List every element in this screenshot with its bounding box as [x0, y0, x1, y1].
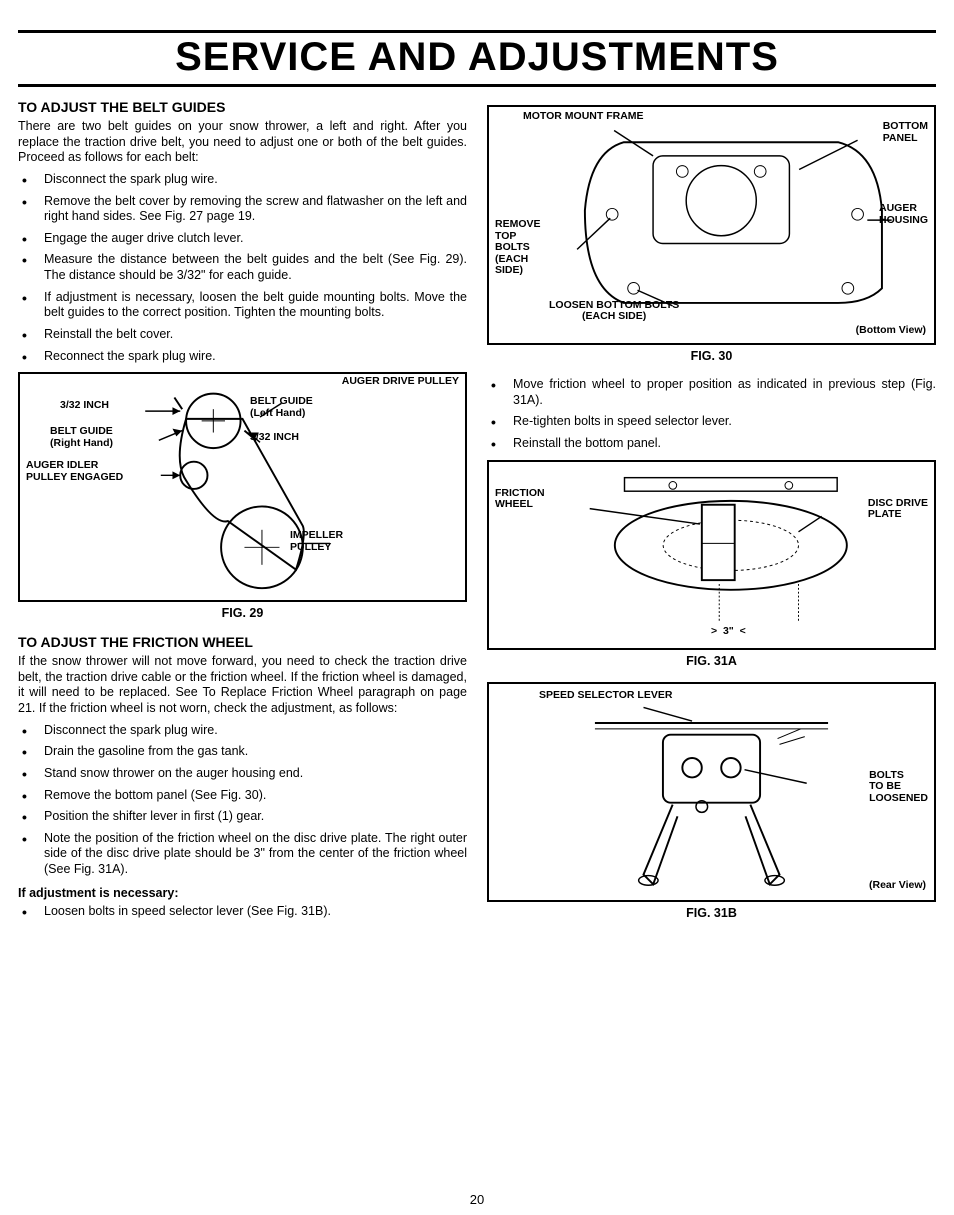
list-item: Drain the gasoline from the gas tank. [18, 744, 467, 760]
label-auger-housing: AUGER HOUSING [879, 203, 928, 226]
fig30-caption: FIG. 30 [487, 349, 936, 363]
page-number: 20 [0, 1192, 954, 1207]
label-332-b: 3/32 INCH [250, 432, 299, 444]
label-motor-mount: MOTOR MOUNT FRAME [523, 111, 644, 123]
list-item: Disconnect the spark plug wire. [18, 723, 467, 739]
fig31a-caption: FIG. 31A [487, 654, 936, 668]
label-disc-drive: DISC DRIVE PLATE [868, 498, 928, 521]
heading-friction-wheel: TO ADJUST THE FRICTION WHEEL [18, 634, 467, 650]
label-bottom-panel: BOTTOM PANEL [883, 121, 928, 144]
list-item: Move friction wheel to proper position a… [487, 377, 936, 408]
friction-steps-list: Disconnect the spark plug wire. Drain th… [18, 723, 467, 878]
right-column: MOTOR MOUNT FRAME BOTTOM PANEL REMOVE TO… [487, 99, 936, 934]
page-title: SERVICE AND ADJUSTMENTS [18, 35, 936, 80]
left-column: TO ADJUST THE BELT GUIDES There are two … [18, 99, 467, 934]
figure-30: MOTOR MOUNT FRAME BOTTOM PANEL REMOVE TO… [487, 105, 936, 345]
list-item: Stand snow thrower on the auger housing … [18, 766, 467, 782]
para-friction-intro: If the snow thrower will not move forwar… [18, 654, 467, 717]
label-3in: > 3" < [711, 626, 746, 638]
list-item: Loosen bolts in speed selector lever (Se… [18, 904, 467, 920]
list-item: Position the shifter lever in first (1) … [18, 809, 467, 825]
list-item: Reinstall the bottom panel. [487, 436, 936, 452]
figure-31a: FRICTION WHEEL DISC DRIVE PLATE > 3" < [487, 460, 936, 650]
label-auger-drive-pulley: AUGER DRIVE PULLEY [342, 376, 459, 388]
fig31b-diagram [495, 690, 928, 894]
label-loosen-bottom: LOOSEN BOTTOM BOLTS (EACH SIDE) [549, 300, 679, 323]
para-belt-intro: There are two belt guides on your snow t… [18, 119, 467, 166]
fig31a-diagram [495, 468, 928, 642]
label-friction-wheel: FRICTION WHEEL [495, 488, 545, 511]
figure-31b: SPEED SELECTOR LEVER BOLTS TO BE LOOSENE… [487, 682, 936, 902]
fig31b-caption: FIG. 31B [487, 906, 936, 920]
label-bottom-view: (Bottom View) [856, 325, 926, 337]
list-item: Note the position of the friction wheel … [18, 831, 467, 878]
fig29-diagram [26, 380, 459, 594]
label-belt-guide-left: BELT GUIDE (Left Hand) [250, 396, 313, 419]
heading-belt-guides: TO ADJUST THE BELT GUIDES [18, 99, 467, 115]
label-auger-idler: AUGER IDLER PULLEY ENGAGED [26, 460, 123, 483]
label-speed-selector: SPEED SELECTOR LEVER [539, 690, 672, 702]
continued-steps-list: Move friction wheel to proper position a… [487, 377, 936, 452]
list-item: Disconnect the spark plug wire. [18, 172, 467, 188]
label-belt-guide-right: BELT GUIDE (Right Hand) [50, 426, 113, 449]
list-item: Reinstall the belt cover. [18, 327, 467, 343]
list-item: Measure the distance between the belt gu… [18, 252, 467, 283]
label-rear-view: (Rear View) [869, 880, 926, 892]
list-item: Engage the auger drive clutch lever. [18, 231, 467, 247]
list-item: Reconnect the spark plug wire. [18, 349, 467, 365]
label-remove-top: REMOVE TOP BOLTS (EACH SIDE) [495, 219, 541, 277]
label-impeller: IMPELLER PULLEY [290, 530, 343, 553]
label-bolts: BOLTS TO BE LOOSENED [869, 770, 928, 805]
belt-steps-list: Disconnect the spark plug wire. Remove t… [18, 172, 467, 364]
list-item: Re-tighten bolts in speed selector lever… [487, 414, 936, 430]
if-adjustment-heading: If adjustment is necessary: [18, 886, 467, 900]
list-item: Remove the bottom panel (See Fig. 30). [18, 788, 467, 804]
figure-29: AUGER DRIVE PULLEY 3/32 INCH BELT GUIDE … [18, 372, 467, 602]
title-bar: SERVICE AND ADJUSTMENTS [18, 30, 936, 87]
list-item: Remove the belt cover by removing the sc… [18, 194, 467, 225]
two-column-layout: TO ADJUST THE BELT GUIDES There are two … [18, 99, 936, 934]
list-item: If adjustment is necessary, loosen the b… [18, 290, 467, 321]
label-332-a: 3/32 INCH [60, 400, 109, 412]
fig29-caption: FIG. 29 [18, 606, 467, 620]
adjustment-steps-list: Loosen bolts in speed selector lever (Se… [18, 904, 467, 920]
